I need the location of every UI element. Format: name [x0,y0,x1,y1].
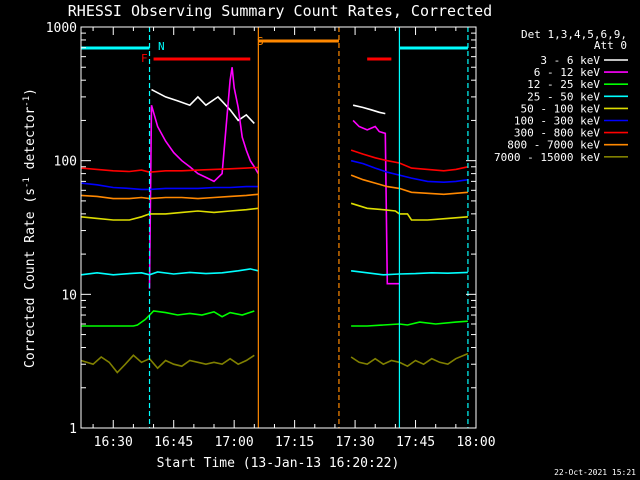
legend-label-3: 25 - 50 keV [527,90,600,103]
y-axis-label: Corrected Count Rate (s-1 detector-1) [22,88,38,368]
legend-label-7: 800 - 7000 keV [507,139,600,152]
series-line-6-seg-0 [80,166,259,174]
x-tick-label: 17:15 [275,435,314,450]
series-line-1-seg-0 [148,67,259,289]
axes-frame: 16:30 16:45 17:00 17:15 17:30 17:45 18:00 1 10 10… [46,21,496,450]
chart-title: RHESSI Observing Summary Count Rates, Co… [68,2,492,20]
series-line-8-seg-0 [80,354,255,374]
x-tick-label: 16:30 [94,435,133,450]
legend-header-line: Att 0 [594,39,627,52]
series-line-2-seg-0 [81,310,255,327]
y-tick-label: 1 [69,422,77,437]
flag-label-s: S [257,35,264,48]
series-line-8-seg-1 [350,352,469,368]
x-tick-label: 17:00 [215,435,254,450]
series-line-6-seg-1 [350,149,469,172]
legend-label-8: 7000 - 15000 keV [494,151,600,164]
y-tick-label: 10 [61,288,77,303]
legend-label-5: 100 - 300 keV [514,115,600,128]
plot-data-layer [80,67,469,374]
y-tick-label: 100 [54,155,77,170]
marker-layer [148,27,469,428]
x-tick-label: 17:30 [336,435,375,450]
series-line-0-seg-1 [352,104,386,115]
series-line-3-seg-0 [80,268,259,276]
y-axis-label-mid: detector [23,107,38,178]
legend-label-6: 300 - 800 keV [514,127,600,140]
series-line-0-seg-0 [151,88,255,124]
y-axis-label-sup2: -1 [22,96,32,107]
legend-header-line: Det 1,3,4,5,6,9, [521,28,627,41]
y-axis-label-main: Corrected Count Rate (s [23,188,38,368]
legend-label-1: 6 - 12 keV [534,66,601,79]
flag-bar-layer [81,39,468,61]
series-line-7-seg-1 [350,174,468,196]
series-line-5-seg-1 [350,159,469,184]
x-tick-label: 16:45 [154,435,193,450]
y-axis-label-sup1: -1 [22,177,32,188]
flag-label-n: N [158,40,165,53]
series-line-1-seg-1 [352,119,400,285]
series-line-4-seg-1 [350,202,468,221]
series-line-3-seg-1 [351,270,468,276]
flag-label-f: F [141,52,148,65]
x-tick-label: 18:00 [456,435,495,450]
legend-label-4: 50 - 100 keV [521,102,601,115]
series-line-2-seg-1 [351,320,468,327]
series-line-7-seg-0 [80,193,259,200]
x-axis-label: Start Time (13-Jan-13 16:20:22) [157,456,400,471]
plot-frame [80,26,477,429]
legend-label-0: 3 - 6 keV [540,54,600,67]
series-line-5-seg-0 [80,182,259,191]
legend-label-2: 12 - 25 keV [527,78,600,91]
timestamp: 22-Oct-2021 15:21 [554,468,636,477]
y-tick-label: 1000 [46,21,77,36]
y-axis-label-end: ) [23,88,38,96]
series-line-4-seg-0 [80,207,259,221]
x-tick-label: 17:45 [396,435,435,450]
